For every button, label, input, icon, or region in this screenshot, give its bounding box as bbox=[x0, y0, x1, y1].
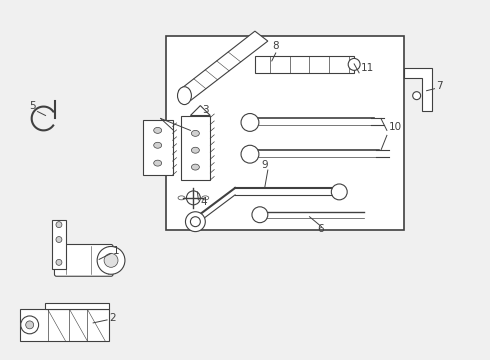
Ellipse shape bbox=[202, 196, 209, 200]
Bar bbox=[45, 303, 109, 309]
Text: 8: 8 bbox=[272, 41, 278, 51]
Circle shape bbox=[185, 212, 205, 231]
Bar bbox=[166, 36, 404, 230]
Polygon shape bbox=[178, 31, 268, 100]
Ellipse shape bbox=[178, 196, 185, 200]
Circle shape bbox=[241, 113, 259, 131]
Text: 6: 6 bbox=[318, 224, 324, 234]
Polygon shape bbox=[404, 68, 432, 111]
Ellipse shape bbox=[154, 142, 162, 148]
Circle shape bbox=[97, 247, 125, 274]
FancyBboxPatch shape bbox=[180, 116, 210, 180]
Bar bbox=[51, 220, 66, 269]
Circle shape bbox=[348, 58, 360, 70]
Circle shape bbox=[331, 184, 347, 200]
Text: 10: 10 bbox=[389, 122, 402, 132]
Ellipse shape bbox=[192, 130, 199, 136]
Circle shape bbox=[252, 207, 268, 223]
FancyBboxPatch shape bbox=[54, 244, 113, 276]
Text: 3: 3 bbox=[202, 104, 209, 114]
Circle shape bbox=[56, 222, 62, 228]
Text: 2: 2 bbox=[109, 313, 116, 323]
Circle shape bbox=[25, 321, 34, 329]
Polygon shape bbox=[255, 56, 354, 73]
Circle shape bbox=[187, 191, 200, 205]
Circle shape bbox=[56, 237, 62, 243]
Ellipse shape bbox=[177, 87, 192, 105]
Text: 4: 4 bbox=[200, 197, 207, 207]
Ellipse shape bbox=[154, 160, 162, 166]
FancyBboxPatch shape bbox=[143, 121, 172, 175]
Circle shape bbox=[104, 253, 118, 267]
Text: 9: 9 bbox=[262, 160, 269, 170]
Circle shape bbox=[191, 217, 200, 227]
Ellipse shape bbox=[192, 147, 199, 153]
Text: 5: 5 bbox=[30, 100, 36, 111]
Circle shape bbox=[413, 92, 420, 100]
Text: 7: 7 bbox=[437, 81, 443, 91]
Circle shape bbox=[241, 145, 259, 163]
Circle shape bbox=[21, 316, 39, 334]
Text: 1: 1 bbox=[113, 247, 120, 256]
Ellipse shape bbox=[154, 127, 162, 133]
Bar bbox=[20, 309, 109, 341]
Text: 11: 11 bbox=[361, 63, 374, 73]
Ellipse shape bbox=[192, 164, 199, 170]
Circle shape bbox=[56, 260, 62, 265]
Polygon shape bbox=[191, 105, 210, 116]
